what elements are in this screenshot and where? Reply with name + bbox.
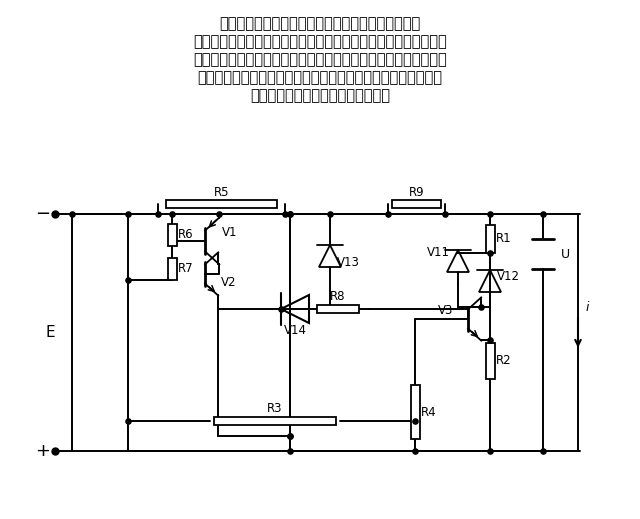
Text: V11: V11 [426,247,449,260]
Bar [214,417,336,425]
Bar [166,200,277,208]
Text: −: − [35,205,51,223]
Bar [317,305,359,313]
Text: R2: R2 [496,354,512,367]
Text: V13: V13 [337,255,360,268]
Text: E: E [45,325,55,340]
Bar [168,224,177,246]
Text: V12: V12 [497,269,520,282]
Text: V1: V1 [221,226,237,239]
Text: R4: R4 [421,405,437,418]
Text: U: U [561,248,570,261]
Text: V14: V14 [284,324,307,337]
Text: R7: R7 [178,263,194,276]
Text: 这时施加脉冲电压就容易产生电弧。为了适当时再加脉冲电压，: 这时施加脉冲电压就容易产生电弧。为了适当时再加脉冲电压， [198,71,442,86]
Text: R1: R1 [496,233,512,245]
Bar [168,258,177,280]
Text: R9: R9 [409,185,424,198]
Text: 所示为从属型晶体管脉冲电源电路图。在电火花放电: 所示为从属型晶体管脉冲电源电路图。在电火花放电 [220,17,420,32]
Bar [392,200,441,208]
Text: 态选择脉冲幅值。在放电间隙中铁屑增加时，绝缘强度恢复就差，: 态选择脉冲幅值。在放电间隙中铁屑增加时，绝缘强度恢复就差， [193,52,447,67]
Text: R6: R6 [178,228,194,241]
Bar [486,225,495,253]
Text: V3: V3 [438,305,454,318]
Text: R3: R3 [268,403,283,416]
Bar [486,343,495,379]
Text: 所以设计了从属型晶体管脉冲电源。: 所以设计了从属型晶体管脉冲电源。 [250,89,390,103]
Bar [410,385,419,439]
Text: 加工时，脉冲幅值若是任意的话，那是不利的，所以需按着极间状: 加工时，脉冲幅值若是任意的话，那是不利的，所以需按着极间状 [193,34,447,49]
Text: R8: R8 [330,291,346,304]
Text: R5: R5 [214,185,229,198]
Text: +: + [35,442,51,460]
Text: V2: V2 [220,276,236,289]
Text: i: i [586,301,589,314]
